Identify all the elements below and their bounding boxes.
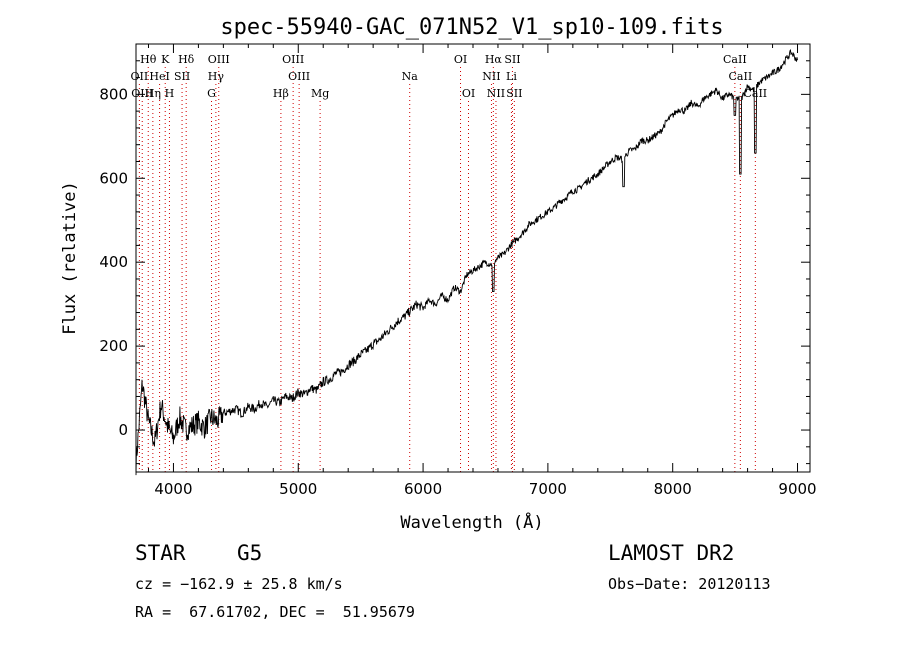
marker-label-2: Hδ [178,53,195,66]
x-axis: 4000 5000 6000 7000 8000 9000 [147,44,817,498]
y-axis-label: Flux (relative) [60,181,80,335]
marker-label-24: OI [462,87,475,100]
marker-label-12: Hγ [208,70,225,83]
marker-label-23: Mg [311,87,329,100]
marker-label-19: Hη [145,87,161,100]
x-tick-label-7000: 7000 [529,480,567,498]
x-tick-label-8000: 8000 [654,480,692,498]
y-tick-label-800: 800 [99,85,128,103]
sky-coordinates: RA = 67.61702, DEC = 51.95679 [135,603,415,621]
redshift-velocity: cz = −162.9 ± 25.8 km/s [135,575,343,593]
marker-label-3: OIII [208,53,230,66]
marker-label-0: Hθ [140,53,157,66]
marker-label-15: NII [482,70,500,83]
x-tick-label-6000: 6000 [404,480,442,498]
marker-label-7: SII [504,53,520,66]
marker-label-14: Na [402,70,419,83]
y-tick-label-400: 400 [99,253,128,271]
y-tick-label-600: 600 [99,169,128,187]
x-tick-label-9000: 9000 [778,480,816,498]
y-tick-label-200: 200 [99,337,128,355]
chart-title: spec-55940-GAC_071N52_V1_sp10-109.fits [220,15,723,40]
marker-label-8: CaII [723,53,747,66]
marker-label-11: SII [174,70,190,83]
marker-label-17: CaII [729,70,753,83]
marker-label-21: G [207,87,216,100]
marker-label-1: K [161,53,170,66]
y-axis: 0 200 400 600 800 [99,60,810,465]
survey-name: LAMOST DR2 [608,541,735,565]
marker-label-16: Li [506,70,517,83]
object-subclass: G5 [237,541,263,565]
marker-label-18: OIII [131,87,153,100]
spectrum-line [135,48,798,476]
marker-label-4: OIII [282,53,304,66]
x-tick-label-4000: 4000 [154,480,192,498]
marker-label-10: HeI [149,70,169,83]
x-axis-label: Wavelength (Å) [400,511,543,533]
x-tick-label-5000: 5000 [279,480,317,498]
marker-label-26: SII [506,87,522,100]
marker-label-6: Hα [485,53,503,66]
marker-label-13: OIII [288,70,310,83]
y-tick-label-0: 0 [118,421,128,439]
observation-date: Obs−Date: 20120113 [608,575,771,593]
spectrum-series [135,48,798,476]
marker-label-5: OI [454,53,467,66]
marker-label-9: OII [131,70,149,83]
object-class: STAR [135,541,186,565]
marker-label-25: NII [487,87,505,100]
marker-label-20: H [165,87,175,100]
marker-label-22: Hβ [273,87,289,100]
